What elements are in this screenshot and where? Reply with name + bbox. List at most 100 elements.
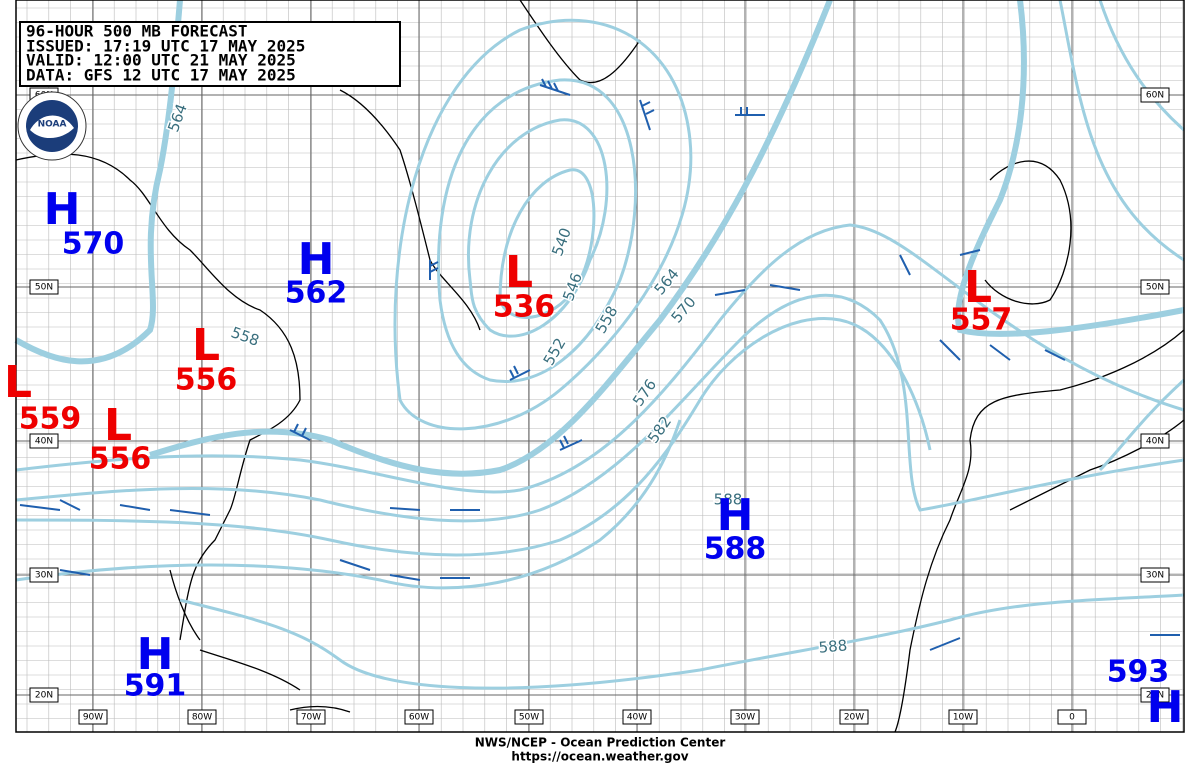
center-value: 556: [175, 363, 238, 398]
center-letter: H: [1147, 682, 1184, 733]
label-box: [78, 709, 108, 725]
latitude-label: 20N: [35, 691, 53, 701]
label-box: [296, 709, 326, 725]
wind-barb: [559, 435, 583, 451]
wind-barb: [899, 249, 1066, 361]
label-box: [1057, 709, 1087, 725]
contour: [393, 18, 693, 431]
header-box: 96-HOUR 500 MB FORECAST ISSUED: 17:19 UT…: [19, 21, 401, 87]
contour: [437, 78, 638, 383]
center-letter: H: [298, 234, 335, 285]
wind-barb: [539, 78, 571, 96]
label-box: [29, 687, 59, 703]
center-value: 557: [950, 303, 1013, 338]
center-letter: L: [964, 262, 992, 313]
latitude-label: 30N: [35, 571, 53, 581]
coastline: [894, 329, 1185, 733]
contour: [498, 168, 596, 319]
contour: [149, 0, 833, 477]
wind-barb: [509, 365, 531, 381]
contour: [1058, 0, 1185, 262]
contour: [15, 223, 1185, 494]
contour: [467, 118, 609, 338]
coastline: [984, 160, 1072, 305]
longitude-labels: 90W 80W 70W 60W 50W 40W 30W 20W 10W 0: [78, 709, 1087, 725]
latitude-label: 30N: [1146, 571, 1164, 581]
coastline: [339, 89, 481, 331]
contour: [15, 293, 1185, 523]
label-box: [404, 709, 434, 725]
label-box: [1140, 433, 1170, 449]
longitude-label: 50W: [519, 713, 539, 723]
center-value: 570: [62, 227, 125, 262]
longitude-label: 90W: [83, 713, 103, 723]
latitude-label: 20N: [1146, 691, 1164, 701]
contour: [1098, 378, 1186, 472]
center-letter: H: [717, 490, 754, 541]
center-value: 556: [89, 442, 152, 477]
longitude-label: 0: [1069, 713, 1075, 723]
longitude-label: 10W: [953, 713, 973, 723]
center-value: 591: [124, 669, 187, 704]
coastline: [169, 569, 201, 641]
wind-barb: [639, 99, 655, 131]
coastline: [199, 649, 351, 713]
latitude-label: 60N: [1146, 91, 1164, 101]
center-letter: L: [104, 400, 132, 451]
label-box: [29, 567, 59, 583]
header-line: 96-HOUR 500 MB FORECAST: [26, 22, 248, 41]
label-box: [29, 433, 59, 449]
label-box: [29, 279, 59, 295]
longitude-label: 20W: [844, 713, 864, 723]
label-box: [1140, 567, 1170, 583]
label-box: [1140, 687, 1170, 703]
center-letter: L: [192, 320, 220, 371]
label-box: [1140, 87, 1170, 103]
coastline: [15, 153, 301, 641]
contour: [15, 317, 932, 557]
longitude-label: 80W: [192, 713, 212, 723]
header-line: ISSUED: 17:19 UTC 17 MAY 2025: [26, 37, 305, 56]
center-value: 559: [19, 402, 82, 437]
contour-label: 588: [714, 491, 743, 509]
footer-url: https://ocean.weather.gov: [511, 750, 688, 764]
contour: [955, 0, 1185, 337]
header-line: VALID: 12:00 UTC 21 MAY 2025: [26, 51, 296, 70]
latitude-label: 50N: [1146, 283, 1164, 293]
center-letter: L: [4, 357, 32, 408]
label-box: [730, 709, 760, 725]
center-value: 536: [493, 290, 556, 325]
label-box: [948, 709, 978, 725]
longitude-label: 40W: [627, 713, 647, 723]
latitude-label: 50N: [35, 283, 53, 293]
wind-barb: [59, 559, 470, 581]
label-box: [839, 709, 869, 725]
contour-label: 588: [818, 636, 848, 656]
map-border: [15, 0, 1185, 733]
label-box: [622, 709, 652, 725]
center-letter: H: [44, 184, 81, 235]
wind-barbs: [19, 78, 1180, 651]
coastlines: [15, 0, 1185, 733]
contours: [14, 0, 1186, 690]
center-value: 562: [285, 276, 348, 311]
longitude-label: 30W: [735, 713, 755, 723]
longitude-label: 70W: [301, 713, 321, 723]
noaa-logo: NOAA: [17, 91, 87, 161]
label-box: [187, 709, 217, 725]
contour: [15, 419, 682, 590]
label-box: [514, 709, 544, 725]
center-letter: H: [137, 629, 174, 680]
contour: [1098, 0, 1185, 132]
center-letter: L: [505, 247, 533, 298]
label-box: [1140, 279, 1170, 295]
header-line: DATA: GFS 12 UTC 17 MAY 2025: [26, 66, 296, 85]
wind-barb: [714, 284, 1180, 651]
center-value: 593: [1107, 655, 1170, 690]
wind-barb: [429, 260, 439, 280]
footer-credit: NWS/NCEP - Ocean Prediction Center: [475, 736, 726, 750]
